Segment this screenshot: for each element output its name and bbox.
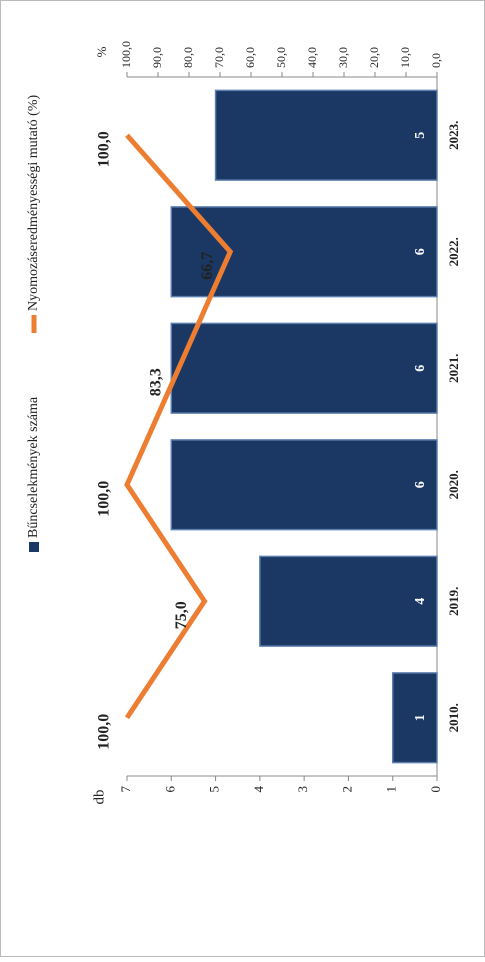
rotated-chart: db%012345670,010,020,030,040,050,060,070… [26,41,461,805]
line-value-label: 100,0 [96,131,113,167]
bar-value-label: 6 [413,481,428,488]
y2-tick-label: 10,0 [398,47,412,68]
line-value-label: 83,3 [147,368,164,396]
y2-tick-label: 90,0 [150,47,164,68]
y2-tick-label: 0,0 [429,53,443,68]
line-value-label: 66,7 [199,252,216,280]
x-tick-label: 2020. [446,470,461,499]
bar-value-label: 1 [413,714,428,721]
x-tick-label: 2010. [446,703,461,732]
y-axis-title: db [91,790,107,805]
y-tick-label: 4 [251,786,266,793]
y2-tick-label: 80,0 [181,47,195,68]
y2-tick-label: 70,0 [212,47,226,68]
line-value-label: 75,0 [173,601,190,629]
line-value-label: 100,0 [96,714,113,750]
line [124,133,234,720]
legend-label: Nyomozáseredményességi mutató (%) [26,95,41,311]
y2-axis-title: % [94,46,109,57]
y2-tick-label: 60,0 [243,47,257,68]
y-tick-label: 0 [428,786,443,793]
bar [170,206,438,298]
x-tick-label: 2021. [446,354,461,383]
line-value-label: 100,0 [96,481,113,517]
y2-tick-label: 20,0 [367,47,381,68]
legend-label: Bűncselekmények száma [26,396,41,538]
bar-value-label: 4 [413,598,428,605]
y2-tick-label: 50,0 [274,47,288,68]
bar [214,89,438,181]
bar-value-label: 6 [413,365,428,372]
x-tick-label: 2022. [446,237,461,266]
legend-swatch [29,542,39,552]
y-tick-label: 5 [207,786,222,793]
x-tick-label: 2023. [446,121,461,150]
bar [170,322,438,414]
y2-tick-label: 40,0 [305,47,319,68]
y-tick-label: 2 [339,786,354,793]
y-tick-label: 6 [162,786,177,793]
y-tick-label: 3 [295,786,310,793]
y2-tick-label: 100,0 [119,41,133,68]
y-tick-label: 1 [384,786,399,793]
bar-value-label: 5 [413,132,428,139]
x-tick-label: 2019. [446,587,461,616]
y-tick-label: 7 [118,786,133,793]
y2-tick-label: 30,0 [336,47,350,68]
bar [259,555,438,647]
bar [170,439,438,531]
bar-value-label: 6 [413,248,428,255]
bar [391,672,438,764]
